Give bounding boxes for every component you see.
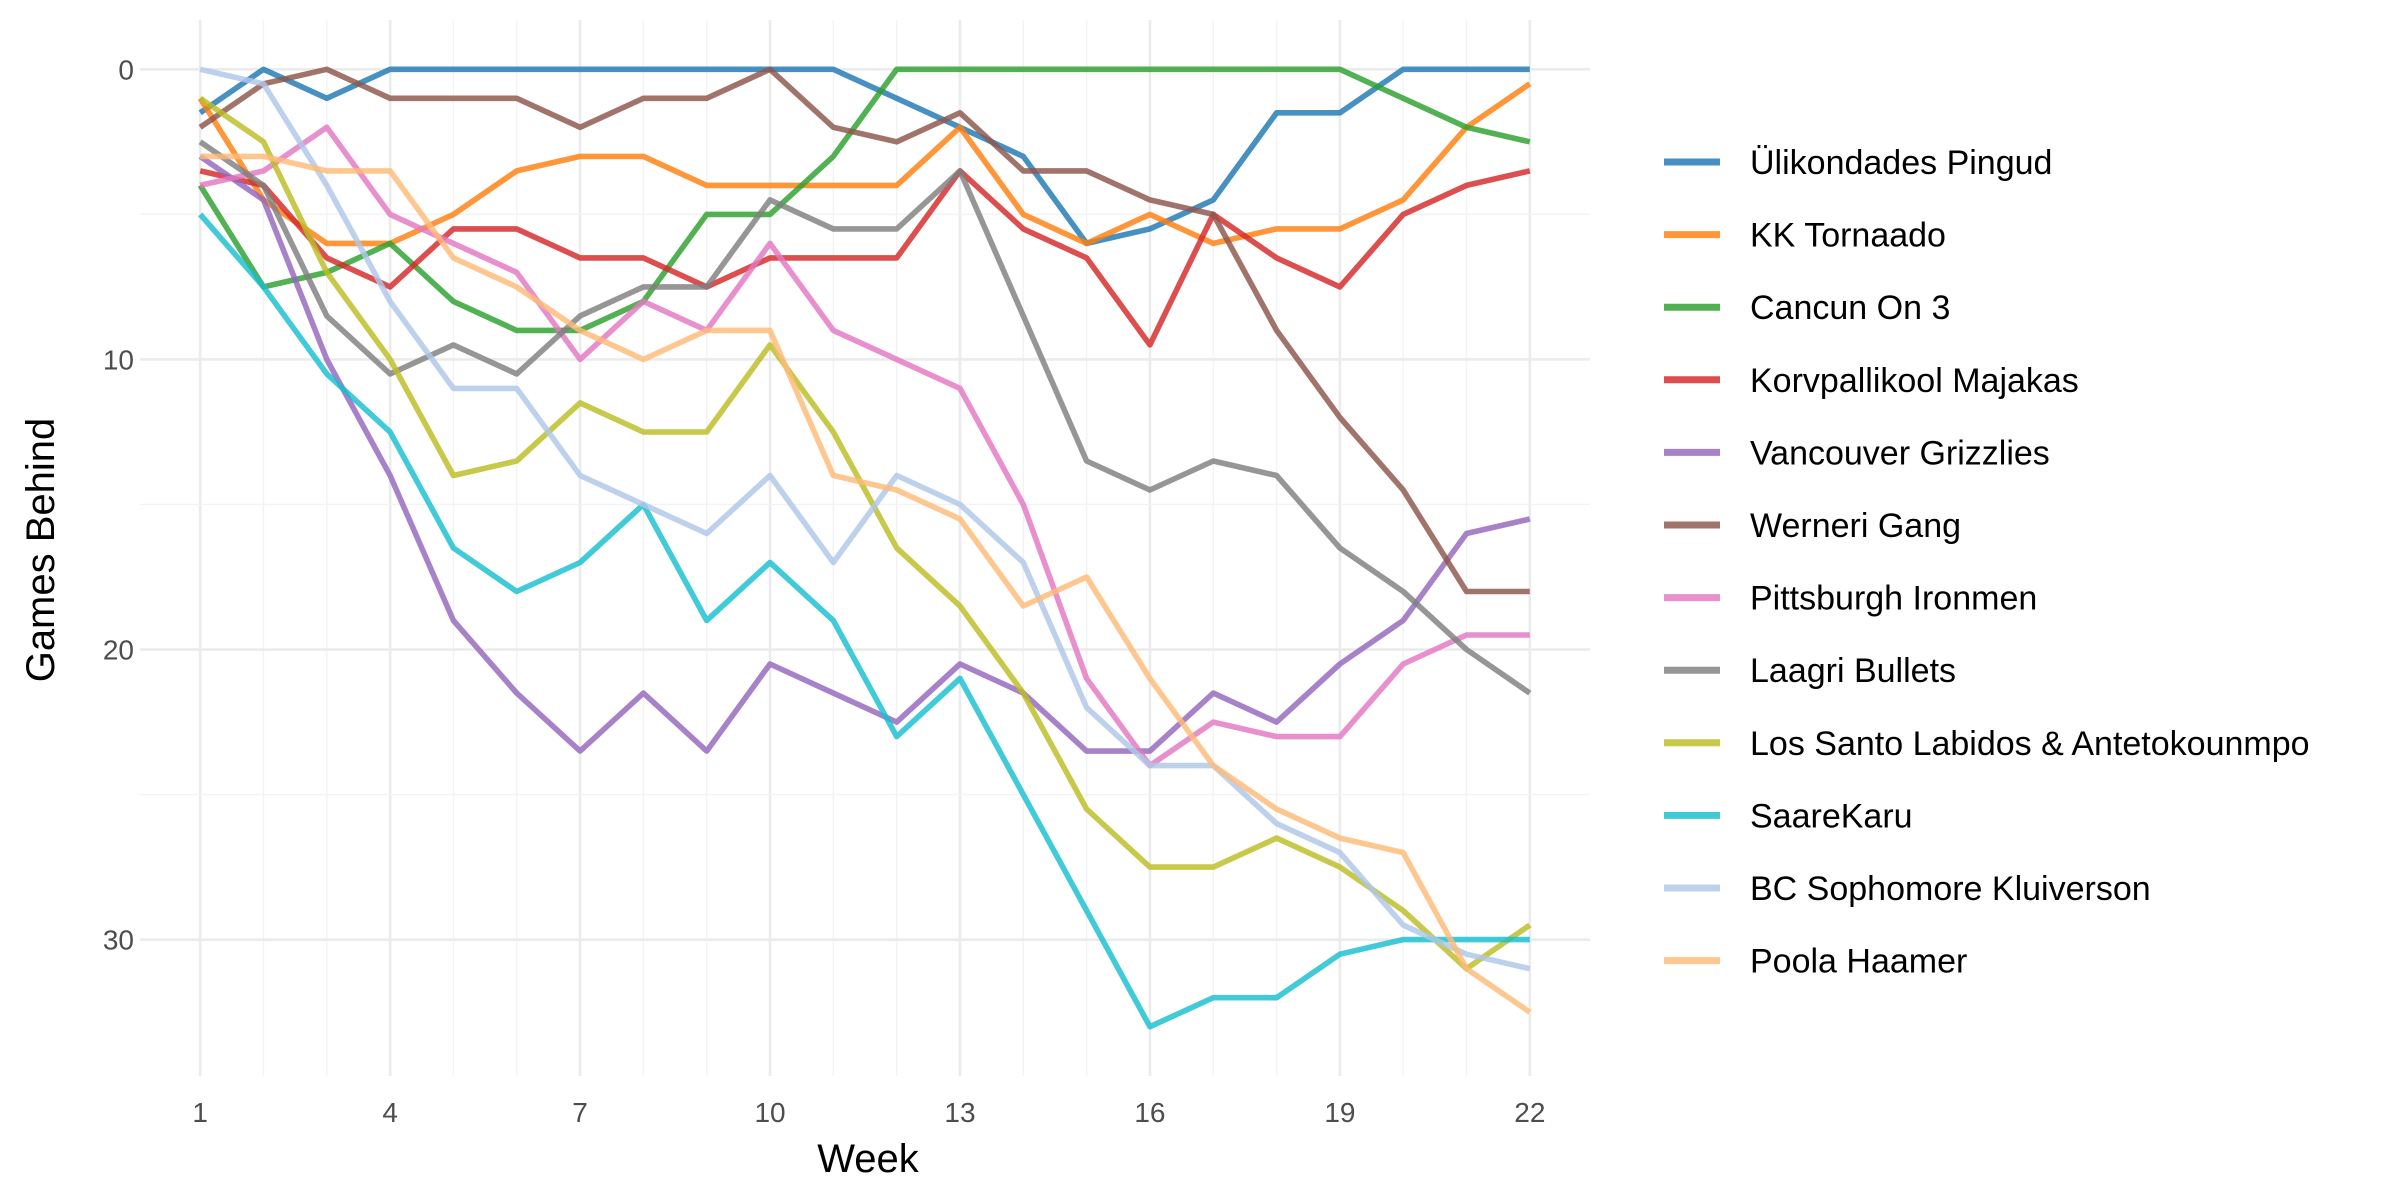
y-tick-label: 20 bbox=[103, 635, 134, 666]
x-tick-label: 13 bbox=[944, 1097, 975, 1128]
legend-label: KK Tornaado bbox=[1750, 217, 1946, 255]
x-tick-label: 1 bbox=[192, 1097, 208, 1128]
series-lines bbox=[197, 66, 1532, 1030]
legend-item: Cancun On 3 bbox=[1664, 289, 1950, 327]
legend-label: Cancun On 3 bbox=[1750, 289, 1950, 327]
legend-item: KK Tornaado bbox=[1664, 217, 1946, 255]
legend-item: Pittsburgh Ironmen bbox=[1664, 580, 2037, 618]
x-tick-label: 22 bbox=[1514, 1097, 1545, 1128]
legend-label: Korvpallikool Majakas bbox=[1750, 362, 2079, 400]
series-line bbox=[199, 168, 1531, 348]
series-line bbox=[198, 66, 1530, 595]
series-line bbox=[198, 139, 1532, 696]
legend-label: Los Santo Labidos & Antetokounmpo bbox=[1750, 725, 2310, 763]
legend-label: Werneri Gang bbox=[1750, 507, 1961, 545]
legend-label: Poola Haamer bbox=[1750, 943, 1967, 981]
legend-label: SaareKaru bbox=[1750, 797, 1913, 835]
series-line bbox=[198, 95, 1532, 972]
y-axis-title: Games Behind bbox=[19, 418, 63, 683]
x-tick-label: 7 bbox=[572, 1097, 588, 1128]
series-line bbox=[198, 212, 1530, 1030]
y-tick-label: 10 bbox=[103, 344, 134, 375]
y-tick-label: 0 bbox=[118, 54, 134, 85]
legend-item: SaareKaru bbox=[1664, 797, 1913, 835]
series-line bbox=[199, 124, 1530, 769]
legend-item: Vancouver Grizzlies bbox=[1664, 434, 2050, 472]
y-tick-label: 30 bbox=[103, 925, 134, 956]
legend-label: Laagri Bullets bbox=[1750, 652, 1956, 690]
series-line bbox=[198, 154, 1531, 754]
legend: Ülikondades Pingud KK Tornaado Cancun On 3… bbox=[1664, 144, 2310, 981]
x-axis-title: Week bbox=[817, 1137, 920, 1181]
legend-item: Poola Haamer bbox=[1664, 943, 1967, 981]
legend-item: Korvpallikool Majakas bbox=[1664, 362, 2079, 400]
series-line bbox=[199, 66, 1531, 972]
legend-item: Laagri Bullets bbox=[1664, 652, 1956, 690]
series-line bbox=[197, 66, 1531, 334]
series-line bbox=[200, 153, 1532, 1015]
series-line bbox=[198, 66, 1530, 247]
legend-item: Ülikondades Pingud bbox=[1664, 144, 2052, 182]
legend-item: Werneri Gang bbox=[1664, 507, 1961, 545]
legend-label: BC Sophomore Kluiverson bbox=[1750, 870, 2151, 908]
x-axis-tick-labels: 1 4 7 10 13 16 19 22 bbox=[192, 1097, 1545, 1128]
legend-label: Vancouver Grizzlies bbox=[1750, 434, 2050, 472]
legend-item: BC Sophomore Kluiverson bbox=[1664, 870, 2151, 908]
x-tick-label: 4 bbox=[382, 1097, 398, 1128]
x-tick-label: 10 bbox=[754, 1097, 785, 1128]
legend-item: Los Santo Labidos & Antetokounmpo bbox=[1664, 725, 2310, 763]
legend-label: Pittsburgh Ironmen bbox=[1750, 580, 2037, 618]
x-tick-label: 16 bbox=[1134, 1097, 1165, 1128]
legend-label: Ülikondades Pingud bbox=[1750, 144, 2052, 182]
grid-lines bbox=[140, 20, 1590, 1076]
x-tick-label: 19 bbox=[1324, 1097, 1355, 1128]
y-axis-tick-labels: 0 10 20 30 bbox=[103, 54, 134, 955]
